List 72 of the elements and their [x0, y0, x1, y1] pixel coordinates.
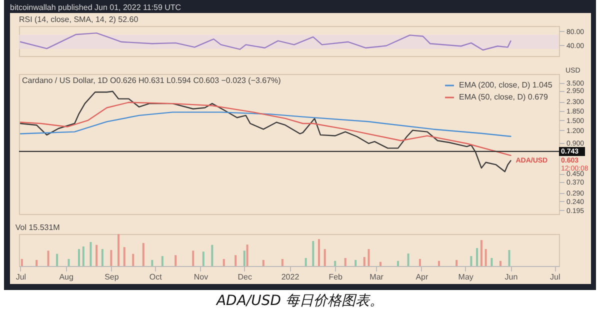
bar — [470, 256, 472, 266]
x-tick-label: Mar — [370, 272, 384, 282]
bar — [490, 258, 493, 266]
bar — [222, 258, 225, 266]
chart-title: Vol 15.531M — [15, 223, 60, 232]
bar — [499, 260, 502, 266]
x-tick-label: Nov — [194, 272, 208, 282]
x-tick-label: Jul — [550, 272, 560, 282]
x-tick-label: Feb — [328, 272, 344, 282]
bar — [118, 234, 120, 266]
bar — [354, 260, 357, 266]
bar — [476, 248, 478, 266]
bar — [368, 249, 370, 266]
bar — [379, 262, 382, 266]
x-tick-label: Dec — [238, 272, 252, 282]
bar — [20, 258, 23, 266]
bar — [202, 252, 204, 266]
bar — [123, 247, 126, 266]
chart-title: Cardano / US Dollar, 1D O0.626 H0.631 L0.594 C0.603 −0.023 (−3.67%) — [22, 76, 282, 85]
x-tick-label: Oct — [149, 272, 163, 282]
bar — [262, 260, 264, 266]
x-tick-label: Jul — [16, 272, 26, 282]
bar — [142, 242, 144, 266]
line-series — [20, 102, 512, 156]
bar — [110, 250, 112, 266]
chart-title: RSI (14, close, SMA, 14, 2) 52.60 — [19, 15, 139, 24]
bar — [47, 250, 50, 266]
bar — [211, 244, 214, 266]
bar — [151, 260, 154, 266]
x-tick-label: 2022 — [281, 272, 300, 282]
bar — [246, 244, 248, 266]
bar — [192, 250, 194, 266]
line-series — [20, 32, 512, 51]
bar — [82, 246, 84, 266]
text: ADA/USD 每日价格图表。 — [214, 292, 384, 310]
legend-label: EMA (200, close, D) 1.045 — [459, 80, 553, 90]
x-tick-label: Jun — [504, 272, 518, 282]
bar — [438, 260, 440, 266]
text: bitcoinwallah published Jun 01, 2022 11:59 UTC — [10, 2, 182, 13]
bar — [243, 250, 246, 266]
line-series — [20, 112, 512, 138]
bar — [407, 254, 410, 266]
bar — [334, 260, 336, 266]
bar — [344, 258, 346, 266]
bar — [90, 242, 92, 266]
bar — [480, 240, 482, 266]
bar — [508, 250, 510, 266]
bar — [36, 260, 38, 266]
bar — [281, 258, 284, 266]
x-tick-label: Aug — [59, 272, 74, 282]
bar — [418, 258, 421, 266]
bar — [318, 239, 320, 266]
bar — [312, 241, 314, 266]
x-tick-label: Sep — [104, 272, 120, 282]
bar — [456, 260, 458, 266]
bar — [304, 258, 307, 266]
bar — [363, 257, 366, 266]
bar — [68, 258, 70, 266]
x-tick-label: Apr — [416, 272, 428, 282]
x-tick-label: May — [458, 272, 474, 282]
legend-label: EMA (50, close, D) 0.679 — [459, 92, 548, 102]
bar — [234, 255, 237, 266]
bar — [96, 244, 98, 266]
bar — [484, 249, 487, 266]
bar — [132, 254, 134, 266]
bar — [56, 254, 58, 266]
bar — [324, 249, 326, 266]
bar — [397, 260, 400, 266]
bar — [161, 256, 164, 266]
bar — [174, 255, 177, 266]
bar — [101, 249, 104, 266]
bar — [78, 249, 80, 266]
